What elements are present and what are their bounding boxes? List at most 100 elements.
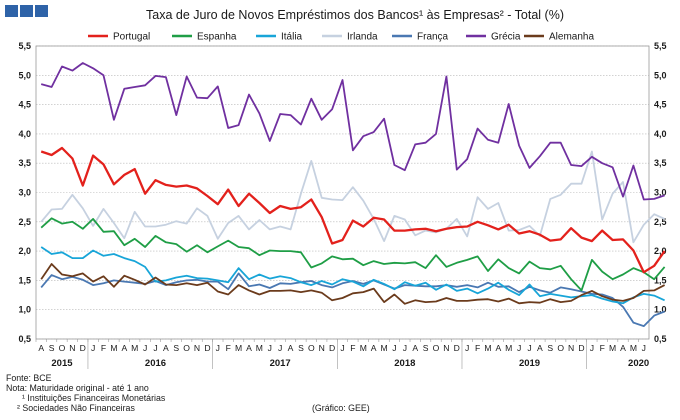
month-tick-label: D <box>329 343 335 353</box>
y-tick-label: 3,5 <box>654 158 667 168</box>
month-tick-label: J <box>642 343 646 353</box>
month-tick-label: A <box>495 343 501 353</box>
month-tick-label: F <box>226 343 231 353</box>
y-tick-label: 3,0 <box>654 188 667 198</box>
month-tick-label: M <box>505 343 512 353</box>
month-tick-label: J <box>340 343 344 353</box>
month-tick-label: M <box>484 343 491 353</box>
month-tick-label: A <box>38 343 44 353</box>
chart-title: Taxa de Juro de Novos Empréstimos dos Ba… <box>146 8 564 22</box>
month-tick-label: S <box>173 343 179 353</box>
month-tick-label: D <box>204 343 210 353</box>
month-tick-label: O <box>308 343 315 353</box>
year-tick-label: 2016 <box>145 358 166 369</box>
series-line-portugal <box>40 146 666 274</box>
y-tick-label: 5,0 <box>18 70 31 80</box>
month-tick-label: S <box>49 343 55 353</box>
month-tick-label: D <box>80 343 86 353</box>
y-tick-label: 1,5 <box>654 275 667 285</box>
month-tick-label: O <box>433 343 440 353</box>
month-tick-label: N <box>69 343 75 353</box>
month-tick-label: A <box>121 343 127 353</box>
month-tick-label: M <box>235 343 242 353</box>
month-tick-label: S <box>423 343 429 353</box>
month-tick-label: N <box>568 343 574 353</box>
year-tick-label: 2020 <box>628 358 649 369</box>
series-lines <box>40 62 666 328</box>
series-line-espanha <box>40 217 666 292</box>
month-tick-label: F <box>475 343 480 353</box>
month-tick-label: J <box>403 343 407 353</box>
footnote-2: ² Sociedades Não Financeiras <box>17 403 135 413</box>
month-tick-label: J <box>278 343 282 353</box>
year-tick-label: 2018 <box>394 358 415 369</box>
year-tick-label: 2017 <box>270 358 291 369</box>
month-tick-label: O <box>59 343 66 353</box>
y-tick-label: 2,0 <box>654 246 667 256</box>
series-line-irlanda <box>40 150 665 244</box>
month-tick-label: A <box>288 343 294 353</box>
y-tick-label: 3,0 <box>18 188 31 198</box>
month-tick-label: M <box>256 343 263 353</box>
month-tick-label: J <box>527 343 531 353</box>
month-tick-label: M <box>380 343 387 353</box>
y-axis-right: 0,5 1,0 1,5 2,0 2,5 3,0 3,5 4,0 4,5 5,0 5,5 <box>654 41 667 344</box>
legend-label: Itália <box>281 32 303 43</box>
series-line-grécia <box>40 62 665 201</box>
y-axis-left: 0,5 1,0 1,5 2,0 2,5 3,0 3,5 4,0 4,5 5,0 5,5 <box>18 41 31 344</box>
month-tick-label: A <box>537 343 543 353</box>
month-tick-label: A <box>371 343 377 353</box>
y-tick-label: 4,0 <box>18 129 31 139</box>
logo-block-1 <box>5 5 18 17</box>
series-line-alemanha <box>40 263 666 305</box>
month-tick-label: D <box>454 343 460 353</box>
y-tick-label: 4,0 <box>654 129 667 139</box>
legend-label: Irlanda <box>347 32 378 43</box>
month-tick-label: F <box>350 343 355 353</box>
plot-frame <box>35 45 650 340</box>
month-tick-label: J <box>153 343 157 353</box>
month-tick-label: S <box>298 343 304 353</box>
legend-label: Grécia <box>491 32 521 43</box>
month-tick-label: J <box>517 343 521 353</box>
month-tick-label: O <box>557 343 564 353</box>
month-tick-label: J <box>216 343 220 353</box>
maturity-note: Nota: Maturidade original - até 1 ano <box>6 383 149 393</box>
month-tick-label: M <box>360 343 367 353</box>
month-tick-label: J <box>91 343 95 353</box>
y-tick-label: 5,5 <box>654 41 667 51</box>
month-tick-label: J <box>143 343 147 353</box>
line-chart: Taxa de Juro de Novos Empréstimos dos Ba… <box>18 8 667 369</box>
month-tick-label: F <box>600 343 605 353</box>
month-tick-label: M <box>110 343 117 353</box>
month-tick-label: M <box>131 343 138 353</box>
y-tick-label: 0,5 <box>18 334 31 344</box>
y-tick-label: 1,0 <box>18 305 31 315</box>
footnote-1: ¹ Instituições Financeiras Monetárias <box>22 393 166 403</box>
year-tick-label: 2019 <box>519 358 540 369</box>
month-tick-label: J <box>465 343 469 353</box>
y-tick-label: 3,5 <box>18 158 31 168</box>
legend-label: Alemanha <box>549 32 594 43</box>
legend-label: Espanha <box>197 32 237 43</box>
legend-label: França <box>417 32 449 43</box>
y-tick-label: 5,5 <box>18 41 31 51</box>
chart-grid <box>35 45 650 340</box>
y-tick-label: 0,5 <box>654 334 667 344</box>
y-tick-label: 1,5 <box>18 275 31 285</box>
series-line-itália <box>40 246 665 305</box>
month-tick-label: O <box>183 343 190 353</box>
month-tick-label: N <box>443 343 449 353</box>
y-tick-label: 5,0 <box>654 70 667 80</box>
year-tick-label: 2015 <box>51 358 73 369</box>
y-tick-label: 4,5 <box>18 100 31 110</box>
legend-label: Portugal <box>113 32 150 43</box>
month-tick-label: J <box>392 343 396 353</box>
logo-block-2 <box>20 5 33 17</box>
chart-credit: (Gráfico: GEE) <box>312 403 370 413</box>
month-tick-label: F <box>101 343 106 353</box>
y-tick-label: 2,5 <box>654 217 667 227</box>
month-tick-label: D <box>578 343 584 353</box>
month-tick-label: A <box>620 343 626 353</box>
